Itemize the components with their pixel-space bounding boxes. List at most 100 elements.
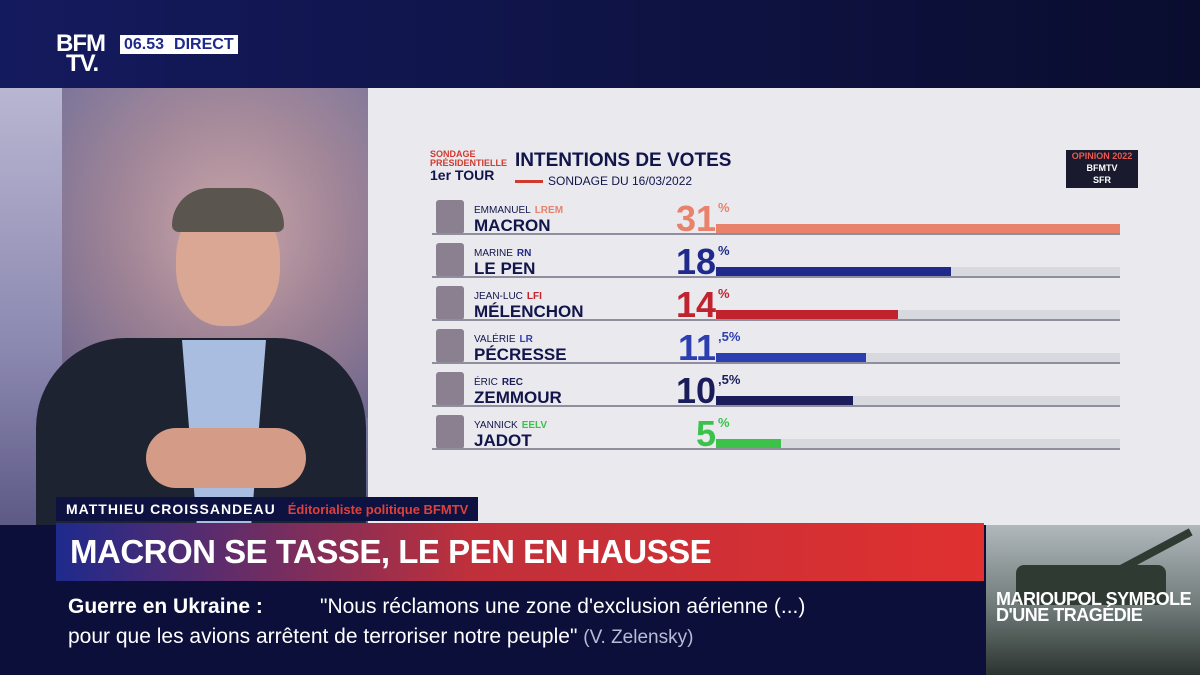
candidate-lastname: MÉLENCHON (474, 302, 584, 321)
badge-line2: BFMTV (1086, 163, 1118, 173)
candidate-avatar (436, 286, 464, 320)
logo-line2: TV. (66, 50, 99, 77)
speaker-role: Éditorialiste politique BFMTV (287, 501, 469, 517)
score-bar-track (716, 396, 1120, 405)
speaker-name: MATTHIEU CROISSANDEAU (66, 501, 276, 517)
candidate-firstname-wrap: MARINE RN (474, 248, 531, 259)
candidate-score: 14 (675, 284, 716, 325)
candidate-avatar (436, 243, 464, 277)
candidate-party: LREM (534, 205, 564, 216)
candidate-firstname-wrap: VALÉRIE LR (474, 334, 533, 345)
poll-graphic: SONDAGE PRÉSIDENTIELLE 1er TOUR INTENTIO… (368, 88, 1200, 525)
candidate-avatar (436, 372, 464, 406)
tank-shape (1016, 565, 1166, 605)
score-bar (716, 267, 951, 276)
news-ticker: Guerre en Ukraine : "Nous réclamons une … (0, 585, 985, 675)
bfmtv-logo: BFM TV. (56, 32, 106, 77)
poll-badge: OPINION 2022 BFMTV SFR (1066, 150, 1138, 188)
candidate-party: LR (519, 334, 533, 345)
candidate-lastname: MACRON (474, 216, 551, 235)
score-bar (716, 439, 782, 448)
candidate-score: 5 (695, 413, 716, 454)
title-accent (515, 180, 543, 183)
candidate-score: 10 (675, 370, 716, 411)
candidate-score-suffix: ,5% (718, 372, 741, 387)
candidate-lastname: JADOT (474, 431, 532, 450)
logo-line1: BFM (56, 30, 106, 57)
candidate-firstname-wrap: JEAN-LUC LFI (474, 291, 542, 302)
row-divider (432, 233, 1120, 235)
candidate-party: REC (501, 377, 524, 388)
candidate-score-suffix: % (718, 415, 730, 430)
candidate-firstname: MARINE (474, 248, 513, 259)
candidate-score-suffix: % (718, 200, 730, 215)
candidate-score-suffix: % (718, 286, 730, 301)
score-bar-track (716, 310, 1120, 319)
candidate-firstname: VALÉRIE (474, 334, 516, 345)
candidate-score-suffix: % (718, 243, 730, 258)
candidate-score-suffix: ,5% (718, 329, 741, 344)
survey-title: SONDAGE PRÉSIDENTIELLE (430, 149, 508, 168)
candidate-firstname: EMMANUEL (474, 205, 531, 216)
ticker-quote-line2: pour que les avions arrêtent de terroris… (68, 625, 578, 648)
score-bar-track (716, 353, 1120, 362)
candidate-firstname-wrap: ÉRIC REC (474, 377, 523, 388)
candidate-row: JEAN-LUC LFI MÉLENCHON 14% (432, 282, 1122, 325)
presenter-hair (172, 188, 284, 232)
candidate-firstname: JEAN-LUC (474, 291, 523, 302)
score-bar-track (716, 439, 1120, 448)
clock: 06.53 (124, 35, 165, 53)
candidate-firstname: ÉRIC (474, 377, 498, 388)
candidate-avatar (436, 329, 464, 363)
ticker-topic: Guerre en Ukraine : (68, 595, 263, 618)
row-divider (432, 319, 1120, 321)
candidate-avatar (436, 415, 464, 449)
candidate-lastname: ZEMMOUR (474, 388, 562, 407)
candidate-row: ÉRIC REC ZEMMOUR 10,5% (432, 368, 1122, 411)
news-thumbnail: MARIOUPOL SYMBOLE D'UNE TRAGÉDIE (986, 525, 1200, 675)
live-badge: 06.53 DIRECT (120, 35, 238, 54)
speaker-lower-third: MATTHIEU CROISSANDEAU Éditorialiste poli… (56, 497, 479, 521)
candidate-score: 18 (675, 241, 716, 282)
candidate-lastname: PÉCRESSE (474, 345, 567, 364)
candidate-row: YANNICK EELV JADOT 5% (432, 411, 1122, 454)
candidate-firstname: YANNICK (474, 420, 518, 431)
headline-banner: MACRON SE TASSE, LE PEN EN HAUSSE (56, 523, 984, 581)
row-divider (432, 448, 1120, 450)
row-divider (432, 405, 1120, 407)
candidate-row: MARINE RN LE PEN 18% (432, 239, 1122, 282)
ticker-quote-line2-wrap: pour que les avions arrêtent de terroris… (68, 625, 693, 649)
row-divider (432, 276, 1120, 278)
candidate-lastname: LE PEN (474, 259, 536, 278)
score-bar (716, 396, 853, 405)
studio-video (0, 88, 368, 525)
poll-date: SONDAGE DU 16/03/2022 (548, 174, 693, 188)
candidate-party: RN (516, 248, 532, 259)
score-bar (716, 310, 899, 319)
score-bar-track (716, 267, 1120, 276)
candidate-party: LFI (526, 291, 542, 302)
ticker-attribution: (V. Zelensky) (583, 627, 694, 648)
candidate-firstname-wrap: EMMANUEL LREM (474, 205, 563, 216)
candidate-avatar (436, 200, 464, 234)
ticker-quote-line1: "Nous réclamons une zone d'exclusion aér… (320, 595, 806, 618)
score-bar (716, 353, 866, 362)
thumbnail-caption: MARIOUPOL SYMBOLE D'UNE TRAGÉDIE (996, 589, 1192, 625)
candidate-firstname-wrap: YANNICK EELV (474, 420, 547, 431)
candidate-party: EELV (521, 420, 548, 431)
channel-header: BFM TV. 06.53 DIRECT (0, 0, 1200, 88)
badge-line1: OPINION 2022 (1071, 151, 1133, 161)
live-label: DIRECT (174, 35, 234, 53)
row-divider (432, 362, 1120, 364)
survey-label: SONDAGE PRÉSIDENTIELLE 1er TOUR (430, 150, 510, 183)
candidate-row: VALÉRIE LR PÉCRESSE 11,5% (432, 325, 1122, 368)
badge-line3: SFR (1093, 175, 1111, 185)
score-bar-track (716, 224, 1120, 233)
candidate-row: EMMANUEL LREM MACRON 31% (432, 196, 1122, 239)
poll-title: INTENTIONS DE VOTES (515, 150, 732, 171)
presenter-hands (146, 428, 306, 488)
candidate-score: 31 (675, 198, 716, 239)
candidate-score: 11 (677, 327, 716, 368)
score-bar (716, 224, 1120, 233)
presenter (36, 188, 366, 525)
